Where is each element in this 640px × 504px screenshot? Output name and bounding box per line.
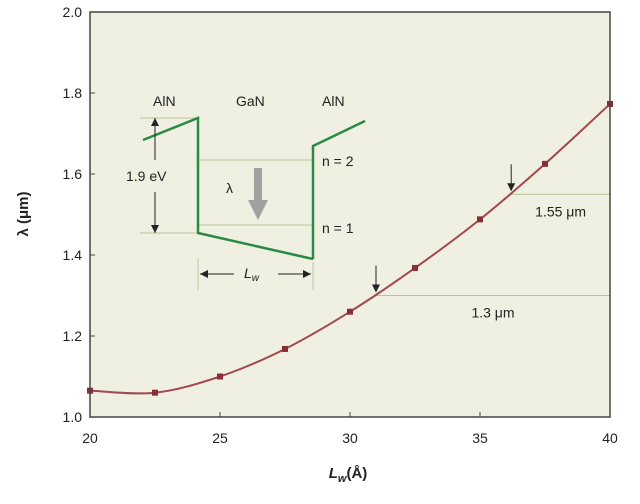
data-point [217,373,223,380]
label-well: GaN [236,93,265,109]
label-level-1: n = 1 [322,220,354,236]
reference-label: 1.55 μm [535,203,586,219]
series-line [89,103,611,395]
well-width-arrow [200,270,311,278]
y-tick-label: 1.6 [63,166,83,182]
x-tick-label: 20 [82,430,98,446]
x-axis-label-unit: (Å) [346,465,367,482]
reference-lines: 1.3 μm 1.55 μm [372,164,610,321]
reference-arrowhead [372,284,380,293]
transition-arrow [248,168,268,220]
label-barrier-right: AlN [322,93,345,109]
tick-labels: 20 25 30 35 40 1.0 1.2 1.4 1.6 1.8 2.0 [63,4,618,446]
label-barrier-left: AlN [153,93,176,109]
y-axis-label: λ (μm) [15,191,32,236]
label-well-width-subscript: w [252,273,260,284]
x-tick-label: 25 [212,430,228,446]
plot-background [90,12,610,417]
reference-arrowhead [507,183,516,192]
data-point [347,308,353,315]
x-axis-label-subscript: w [338,473,348,485]
x-tick-label: 30 [342,430,358,446]
data-point [477,216,483,223]
data-point [412,264,418,271]
band-edge-right [311,119,366,259]
y-tick-label: 1.0 [63,409,83,425]
x-tick-label: 35 [472,430,488,446]
label-well-width: Lw [244,265,260,284]
tick-marks [89,11,611,418]
data-point [282,345,288,352]
y-tick-label: 1.8 [63,85,83,101]
band-diagram-inset: AlN GaN AlN 1.9 eV n = 2 n = 1 λ Lw [126,93,366,290]
label-transition: λ [226,180,233,196]
y-tick-label: 2.0 [63,4,83,20]
band-edge-left [142,116,314,261]
y-tick-label: 1.2 [63,328,83,344]
data-point [542,160,548,167]
y-tick-label: 1.4 [63,247,83,263]
band-offset-arrow [151,118,159,233]
x-tick-label: 40 [602,430,618,446]
label-band-offset: 1.9 eV [126,168,167,184]
data-point [152,389,158,396]
label-level-2: n = 2 [322,153,354,169]
reference-label: 1.3 μm [471,305,514,321]
x-axis-label: Lw(Å) [329,465,368,485]
